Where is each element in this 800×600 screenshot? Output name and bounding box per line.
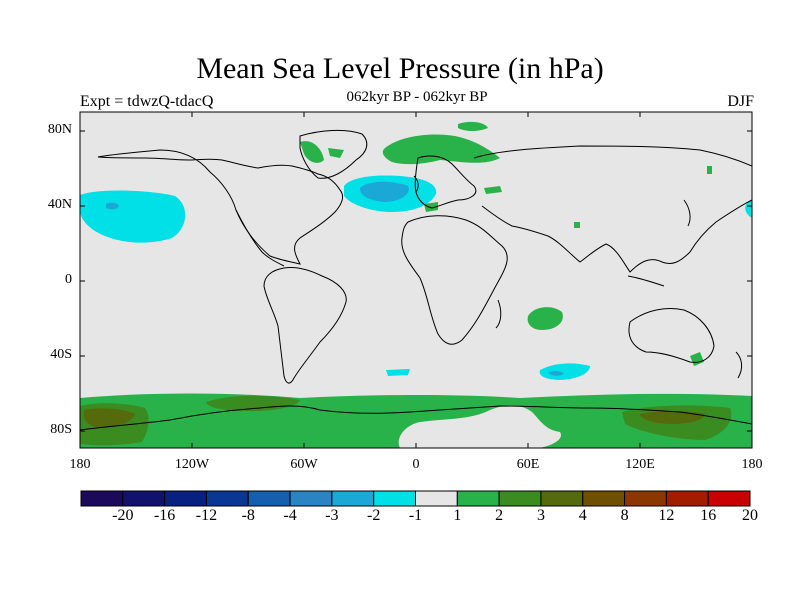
lat-label-80n: 80N — [47, 122, 72, 137]
colorbar-box — [707, 490, 751, 507]
colorbar-box — [624, 490, 667, 507]
colorbar-box — [247, 490, 291, 507]
coastlines — [80, 129, 752, 431]
colorbar-box — [498, 490, 542, 507]
antarctica-coast — [80, 405, 752, 431]
colorbar-box — [122, 490, 166, 507]
lat-label-0: 0 — [65, 272, 72, 287]
colorbar-tick-label: 16 — [700, 507, 717, 524]
australia-coast — [628, 308, 715, 363]
lat-label-40s: 40S — [50, 347, 72, 362]
madagascar-coast — [495, 299, 502, 329]
season-label: DJF — [727, 93, 754, 110]
colorbar — [80, 490, 751, 507]
colorbar-tick-label: 2 — [495, 507, 504, 524]
colorbar-box — [331, 490, 375, 507]
greenland-coast — [299, 129, 368, 179]
lon-label-60w: 60W — [290, 457, 318, 472]
new-zealand-coast — [735, 351, 743, 379]
europe-positive — [484, 186, 502, 194]
lon-label-0: 0 — [412, 457, 420, 472]
greenland-positive — [300, 141, 324, 163]
colorbar-tick-label: -16 — [153, 507, 176, 524]
britain-coast — [413, 175, 419, 193]
colorbar-box — [289, 490, 333, 507]
colorbar-box — [456, 490, 500, 507]
south-pacific-positive-4 — [83, 408, 135, 428]
colorbar-tick-label: -1 — [408, 507, 423, 524]
south-atlantic-negative-1 — [386, 369, 410, 376]
colorbar-tick-label: -4 — [283, 507, 297, 524]
colorbar-box — [665, 490, 709, 507]
colorbar-box — [373, 490, 416, 507]
indonesia-coast — [627, 275, 665, 287]
colorbar-box — [80, 490, 124, 507]
africa-coast — [401, 215, 508, 345]
colorbar-tick-label: 3 — [536, 507, 545, 524]
south-indian-negative-1 — [539, 363, 590, 380]
lon-label-180w: 180 — [69, 457, 91, 472]
japan-coast — [683, 199, 691, 227]
mediterranean-positive — [424, 202, 438, 212]
colorbar-tick-label: 4 — [578, 507, 587, 524]
colorbar-box — [582, 490, 626, 507]
arctic-positive-field — [382, 134, 500, 165]
north-america-coast — [97, 149, 343, 265]
colorbar-tick-label: -3 — [325, 507, 339, 524]
indian-ocean-positive — [527, 307, 563, 330]
colorbar-tick-label: 20 — [742, 507, 758, 524]
lat-label-40n: 40N — [47, 197, 72, 212]
chart-title: Mean Sea Level Pressure (in hPa) — [196, 52, 604, 85]
antarctica-neutral-area — [398, 405, 561, 448]
greenland-positive-east — [328, 148, 344, 158]
south-indian-negative-2 — [548, 370, 564, 376]
axis-ticks — [79, 112, 753, 448]
north-pacific-negative-1 — [80, 190, 186, 243]
lon-label-120w: 120W — [174, 457, 210, 472]
east-edge-negative-1 — [745, 200, 752, 218]
lon-label-180e: 180 — [741, 457, 763, 472]
siberia-positive — [707, 166, 712, 174]
eurasia-coast — [473, 145, 752, 273]
colorbar-tick-label: 12 — [658, 507, 675, 524]
lon-label-120e: 120E — [625, 457, 655, 472]
colorbar-tick-label: -8 — [241, 507, 255, 524]
lon-label-60e: 60E — [516, 457, 540, 472]
colorbar-tick-label: -20 — [112, 507, 134, 524]
map-field — [80, 112, 752, 448]
south-america-coast — [263, 267, 347, 384]
south-atlantic-positive-3 — [206, 395, 300, 412]
north-atlantic-negative-2 — [360, 181, 409, 202]
colorbar-box — [164, 490, 207, 507]
colorbar-box — [415, 490, 458, 507]
north-pacific-negative-2 — [106, 202, 119, 210]
central-america-coast — [235, 209, 285, 267]
arctic-positive-north — [458, 121, 488, 131]
colorbar-box — [205, 490, 249, 507]
colorbar-tick-label: 8 — [620, 507, 629, 524]
lat-label-80s: 80S — [50, 422, 72, 437]
middle-east-positive — [574, 222, 580, 228]
period-label: 062kyr BP - 062kyr BP — [346, 89, 488, 105]
colorbar-tick-label: -2 — [367, 507, 381, 524]
colorbar-tick-label: -12 — [195, 507, 218, 524]
colorbar-tick-label: 1 — [453, 507, 462, 524]
colorbar-box — [540, 490, 584, 507]
south-indian-positive-4 — [640, 411, 705, 424]
experiment-label: Expt = tdwzQ-tdacQ — [80, 93, 214, 110]
